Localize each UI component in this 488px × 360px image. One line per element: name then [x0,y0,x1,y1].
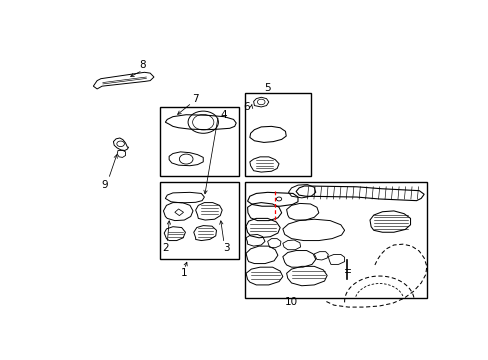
Text: 6: 6 [243,102,249,112]
Text: 1: 1 [181,268,187,278]
Text: 4: 4 [220,110,226,120]
Text: 7: 7 [192,94,199,104]
Bar [244,182,426,298]
Text: 3: 3 [222,243,229,253]
Text: 9: 9 [101,180,108,190]
Bar [159,107,239,176]
Bar [244,93,310,176]
Bar [159,182,239,260]
Text: 2: 2 [162,243,168,253]
Text: 10: 10 [285,297,298,307]
Text: 5: 5 [264,82,270,93]
Text: 8: 8 [139,60,145,70]
